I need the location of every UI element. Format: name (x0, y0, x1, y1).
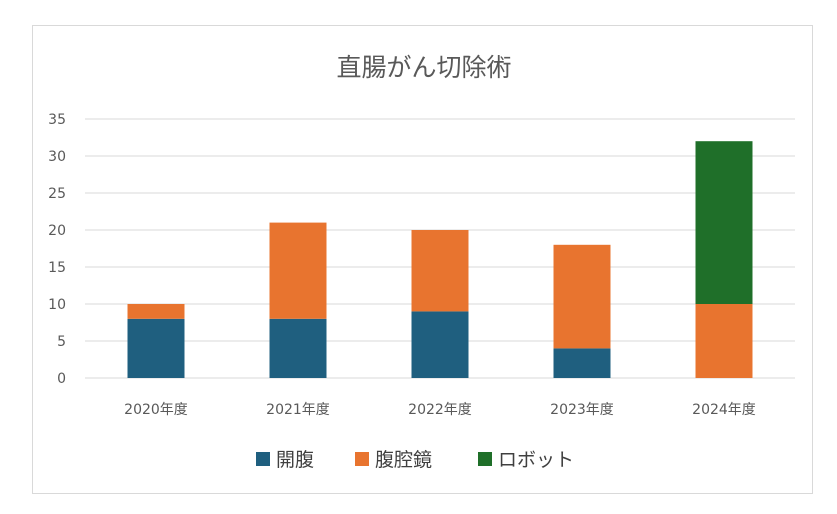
legend-swatch (478, 452, 492, 466)
legend-label: 開腹 (276, 449, 314, 471)
bar-segment (695, 304, 753, 378)
x-tick-label: 2023年度 (550, 402, 614, 418)
y-tick-label: 10 (48, 297, 66, 313)
legend-label: ロボット (498, 449, 574, 471)
x-tick-label: 2020年度 (124, 402, 188, 418)
bars (127, 141, 753, 378)
y-tick-label: 25 (48, 186, 66, 202)
x-tick-label: 2022年度 (408, 402, 472, 418)
x-axis-ticks: 2020年度 2021年度 2022年度 2023年度 2024年度 (124, 402, 756, 418)
x-tick-label: 2024年度 (692, 402, 756, 418)
y-tick-label: 30 (48, 149, 66, 165)
legend-label: 腹腔鏡 (375, 449, 432, 471)
legend-swatch (355, 452, 369, 466)
y-axis-ticks: 0 5 10 15 20 25 30 35 (48, 112, 66, 387)
bar-segment (269, 318, 327, 378)
y-tick-label: 20 (48, 223, 66, 239)
y-tick-label: 5 (57, 334, 66, 350)
bar-segment (127, 318, 185, 378)
legend-swatch (256, 452, 270, 466)
y-tick-label: 0 (57, 371, 66, 387)
bar-segment (269, 222, 327, 319)
y-tick-label: 35 (48, 112, 66, 128)
x-tick-label: 2021年度 (266, 402, 330, 418)
legend: 開腹 腹腔鏡 ロボット (256, 449, 574, 471)
bar-segment (411, 311, 469, 378)
bar-segment (553, 348, 611, 378)
bar-segment (127, 304, 185, 319)
chart-title: 直腸がん切除術 (336, 53, 511, 82)
bar-segment (553, 244, 611, 349)
bar-segment (695, 141, 753, 304)
bar-segment (411, 230, 469, 312)
y-tick-label: 15 (48, 260, 66, 276)
